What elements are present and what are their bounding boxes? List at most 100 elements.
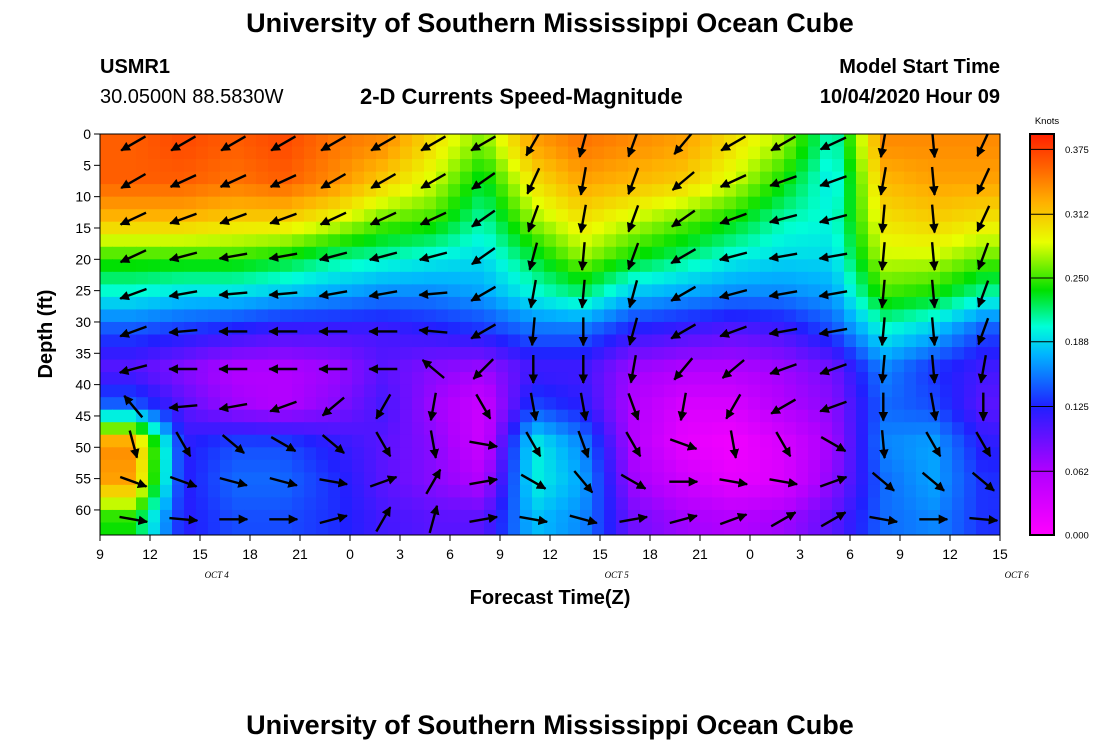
heatmap-cell [640,397,653,411]
heatmap-cell [568,184,581,198]
heatmap-cell [352,459,365,473]
heatmap-cell [172,159,185,173]
heatmap-cell [832,146,845,160]
heatmap-cell [124,196,137,210]
heatmap-cell [148,484,161,499]
current-vector [976,242,990,271]
heatmap-cell [220,234,233,248]
heatmap-cell [940,472,953,486]
heatmap-cell [616,472,629,486]
heatmap-cell [472,159,485,173]
heatmap-cell [736,484,749,499]
heatmap-cell [232,347,245,361]
heatmap-cell [544,196,557,210]
heatmap-cell [412,447,425,461]
heatmap-cell [268,296,281,311]
heatmap-cell [964,171,977,185]
heatmap-cell [556,447,569,461]
heatmap-cell [208,447,221,461]
heatmap-cell [160,434,173,448]
heatmap-cell [580,409,593,423]
heatmap-cell [916,509,929,524]
current-vector [577,430,590,459]
heatmap-cell [304,384,317,398]
heatmap-cell [268,334,281,348]
heatmap-cell [208,271,221,285]
current-vector [428,504,440,534]
heatmap-cell [856,296,869,311]
current-vector [525,431,542,458]
heatmap-cell [316,497,329,511]
current-vector [528,317,538,347]
heatmap-cell [688,359,701,373]
heatmap-cell [964,384,977,398]
heatmap-cell [160,359,173,373]
heatmap-cell [556,334,569,348]
heatmap-cell [184,309,197,323]
heatmap-cell [124,422,137,436]
heatmap-cell [700,196,713,210]
heatmap-cell [304,309,317,323]
heatmap-cell [172,497,185,511]
heatmap-cell [592,397,605,411]
heatmap-cell [244,447,257,461]
heatmap-cell [316,134,329,148]
heatmap-cell [916,459,929,473]
heatmap-cell [148,509,161,524]
heatmap-cell [496,321,509,336]
current-vector [670,323,697,340]
heatmap-cell [508,171,521,185]
heatmap-cell [256,209,269,223]
heatmap-cell [832,259,845,273]
heatmap-cell [484,159,497,173]
heatmap-cell [424,459,437,473]
day-label: OCT 5 [605,570,630,580]
heatmap-cell [748,321,761,336]
heatmap-cell [508,234,521,248]
heatmap-cell [424,159,437,173]
heatmap-cell [136,334,149,348]
heatmap-cell [340,146,353,160]
heatmap-cell [712,472,725,486]
heatmap-cell [856,497,869,511]
heatmap-cell [916,159,929,173]
heatmap-cell [364,484,377,499]
current-vector [319,211,347,226]
heatmap-cell [400,134,413,148]
current-vector [168,251,198,263]
heatmap-cell [784,347,797,361]
heatmap-cell [628,484,641,499]
heatmap-cell [712,334,725,348]
heatmap-cell [916,522,929,535]
heatmap-cell [988,522,1000,535]
heatmap-cell [628,309,641,323]
heatmap-cell [400,296,413,311]
heatmap-cell [916,309,929,323]
current-vector [579,392,590,422]
x-tick-label: 12 [542,546,558,562]
current-vector [878,279,888,309]
heatmap-cell [988,234,1000,248]
heatmap-cell [868,509,881,524]
heatmap-cell [160,184,173,198]
heatmap-cell [124,372,137,386]
heatmap-cell [664,146,677,160]
heatmap-cell [508,321,521,336]
x-tick-label: 6 [846,546,854,562]
heatmap-cell [184,234,197,248]
heatmap-cell [964,359,977,373]
heatmap-cell [652,196,665,210]
current-vector [319,513,348,525]
heatmap-cell [796,146,809,160]
heatmap-cell [808,309,821,323]
heatmap-cell [172,484,185,499]
heatmap-cell [964,484,977,499]
heatmap-cell [172,447,185,461]
current-vector [221,434,245,455]
heatmap-cell [676,234,689,248]
heatmap-cell [760,234,773,248]
heatmap-cell [688,321,701,336]
heatmap-cell [268,484,281,499]
heatmap-cell [868,372,881,386]
